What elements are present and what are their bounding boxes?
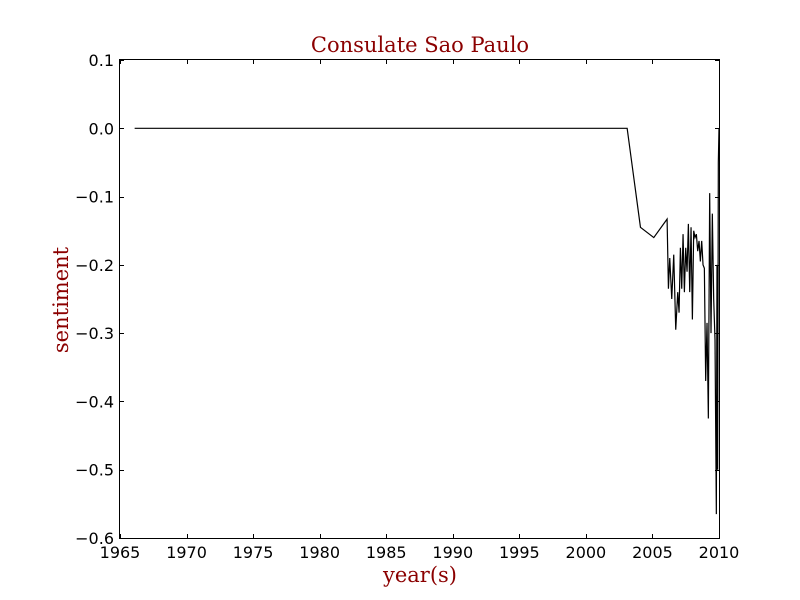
y-tick-label: −0.4 [75, 392, 114, 411]
y-tick-label: −0.5 [75, 461, 114, 480]
x-tick-label: 1965 [100, 543, 141, 562]
series-line-0 [134, 127, 720, 515]
x-tick-label: 1990 [432, 543, 473, 562]
y-tick-label: −0.6 [75, 529, 114, 548]
y-tick-label: 0.1 [89, 51, 114, 70]
x-tick-label: 1975 [233, 543, 274, 562]
x-tick-label: 2000 [566, 543, 607, 562]
x-tick-label: 2010 [699, 543, 740, 562]
x-tick-label: 1970 [166, 543, 207, 562]
y-tick-label: −0.2 [75, 256, 114, 275]
x-tick-label: 1985 [366, 543, 407, 562]
y-tick-label: 0.0 [89, 119, 114, 138]
x-tick-label: 2005 [632, 543, 673, 562]
plot-frame [119, 59, 720, 539]
y-axis-label: sentiment [49, 246, 73, 353]
y-tick-label: −0.1 [75, 188, 114, 207]
chart-title: Consulate Sao Paulo [311, 33, 529, 57]
plot-area [134, 127, 720, 515]
x-tick-label: 1980 [299, 543, 340, 562]
axis-ticks: 1965 1970 1975 1980 1985 1990 1995 2000 2005 2010… [75, 51, 739, 562]
x-axis-label: year(s) [382, 563, 457, 587]
x-tick-label: 1995 [499, 543, 540, 562]
y-tick-label: −0.3 [75, 324, 114, 343]
